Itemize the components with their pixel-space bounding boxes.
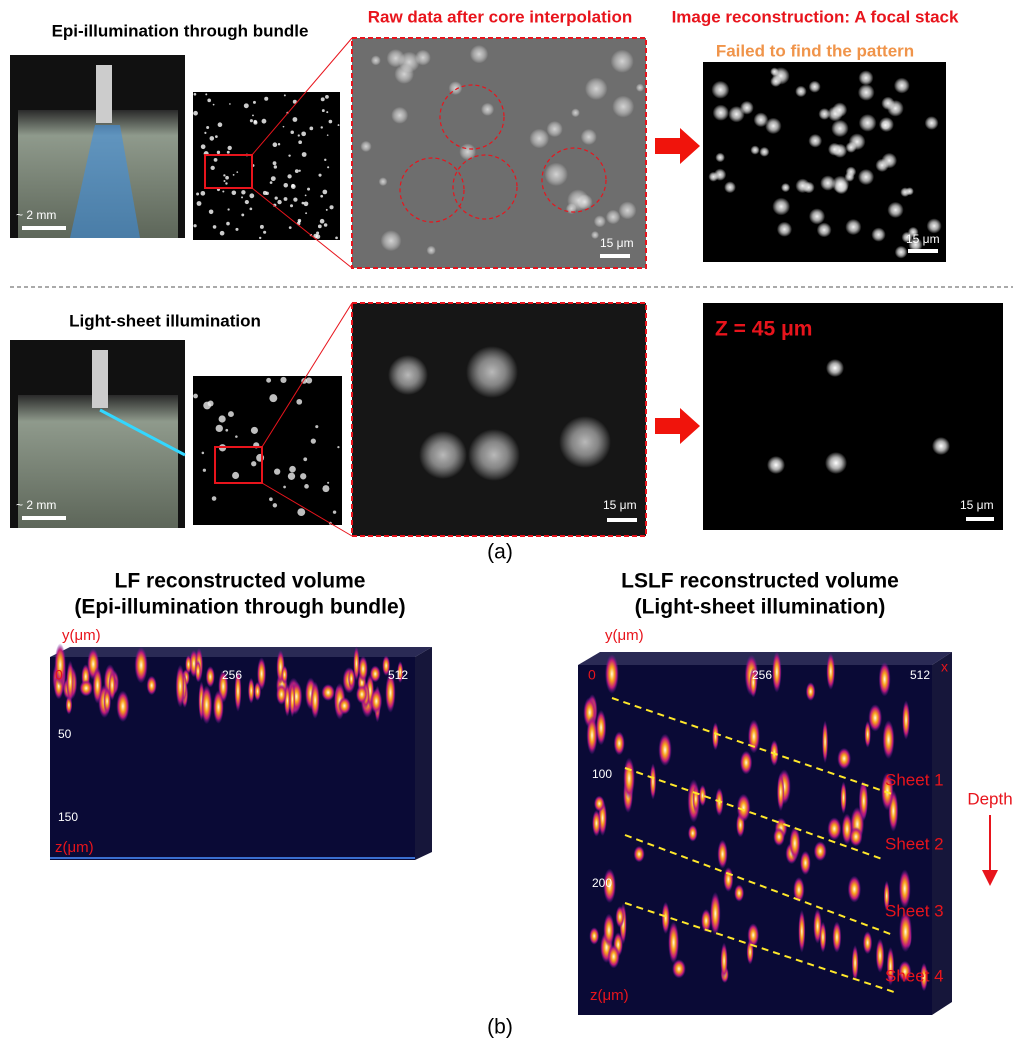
tick-label: 256 [752, 668, 772, 682]
sheet-label: Sheet 2 [885, 834, 944, 853]
scale-label: 15 μm [906, 232, 940, 246]
zoom-line [251, 187, 353, 269]
note: Failed to find the pattern [716, 41, 914, 60]
bundle-image [193, 92, 340, 240]
volume-side [415, 647, 432, 860]
arrow [655, 408, 700, 444]
beam [70, 125, 140, 238]
volume-top [50, 647, 432, 657]
recon-image [703, 303, 1003, 530]
sheet-label: Sheet 4 [885, 966, 944, 985]
axis-label: z(μm) [55, 839, 94, 856]
raw-image [352, 303, 646, 536]
axis-label: y(μm) [62, 627, 101, 644]
tick-label: 50 [58, 727, 72, 741]
frame [351, 302, 647, 537]
texture [193, 376, 340, 525]
panel-label: (b) [487, 1016, 513, 1039]
scale-label: ~ 2 mm [16, 208, 56, 222]
texture [52, 643, 404, 725]
zoom-line [251, 37, 353, 156]
tick-label: 100 [592, 767, 612, 781]
axis-label: y(μm) [605, 627, 644, 644]
image-title: Image reconstruction: A focal stack [672, 7, 959, 26]
tick-label: 256 [222, 668, 242, 682]
volume-top [578, 652, 952, 665]
fiber [92, 350, 108, 408]
light-sheet [99, 408, 186, 457]
volume-side [932, 652, 952, 1015]
tick-label: 512 [388, 668, 408, 682]
scale-label: 15 μm [603, 498, 637, 512]
tick-label: 200 [592, 876, 612, 890]
zoom-line [261, 302, 353, 448]
scale-label: 15 μm [600, 236, 634, 250]
panel-label: (a) [487, 541, 513, 564]
scale-label: 15 μm [960, 498, 994, 512]
tick-label: 0 [55, 667, 63, 683]
tick-label: 0 [588, 667, 596, 683]
row-title: Epi-illumination through bundle [52, 21, 309, 40]
volume-title: LSLF reconstructed volume [621, 570, 899, 593]
volume-title: LF reconstructed volume [115, 570, 366, 593]
axis-label: z(μm) [590, 987, 629, 1004]
depth-label: Z = 45 μm [715, 318, 812, 341]
volume-subtitle: (Light-sheet illumination) [635, 596, 886, 619]
arrow [655, 128, 700, 164]
depth-label: Depth [967, 789, 1012, 808]
tick-label: 512 [910, 668, 930, 682]
texture [583, 651, 928, 992]
sheet-label: Sheet 1 [885, 770, 944, 789]
roi [214, 446, 263, 484]
image-title: Raw data after core interpolation [368, 7, 633, 26]
axis-label: x [941, 659, 948, 675]
volume-subtitle: (Epi-illumination through bundle) [74, 596, 405, 619]
roi [204, 154, 253, 189]
bundle-image [193, 376, 342, 525]
texture [193, 92, 340, 240]
zoom-line [261, 482, 353, 537]
fiber [96, 65, 112, 123]
row-title: Light-sheet illumination [69, 311, 261, 330]
texture [360, 45, 645, 255]
frame [351, 37, 647, 269]
photo-sample [18, 395, 178, 528]
tick-label: 150 [58, 810, 78, 824]
scale-label: ~ 2 mm [16, 498, 56, 512]
sheet-label: Sheet 3 [885, 901, 944, 920]
texture [708, 67, 942, 259]
